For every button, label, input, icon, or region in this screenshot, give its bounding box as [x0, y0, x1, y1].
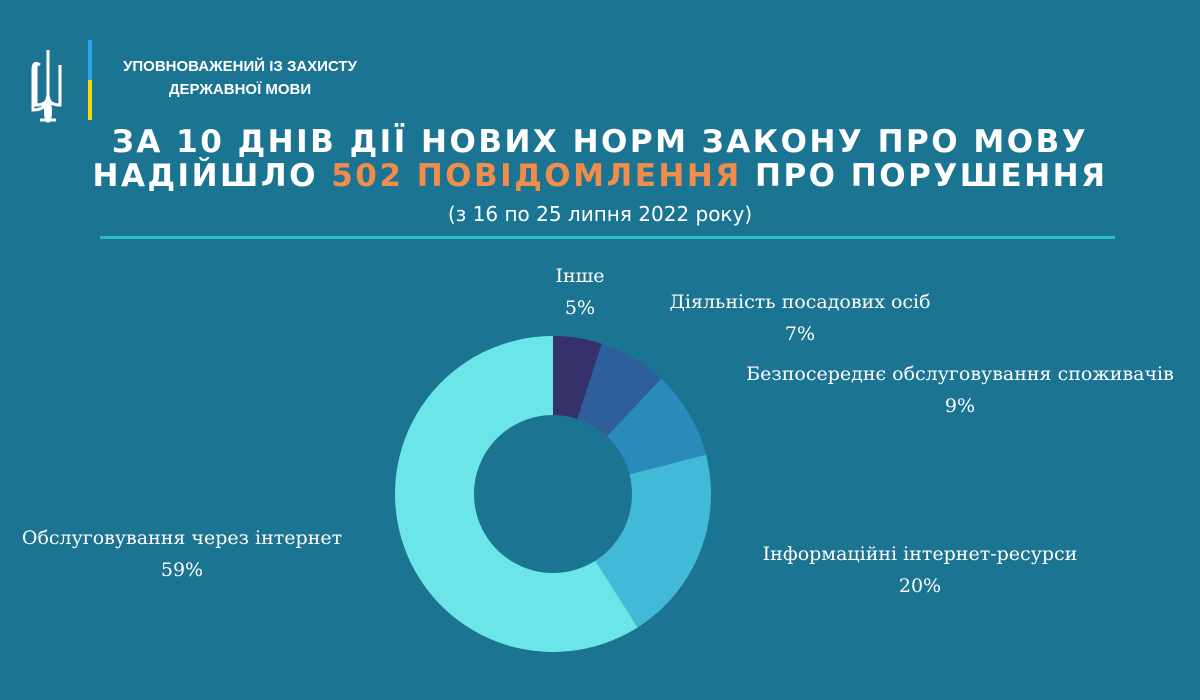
label-0: Інше 5% [540, 260, 620, 324]
label-3: Інформаційні інтернет-ресурси 20% [730, 538, 1110, 602]
subtitle: (з 16 по 25 липня 2022 року) [447, 202, 753, 226]
flag-blue [88, 40, 92, 80]
label-4: Обслуговування через інтернет 59% [0, 522, 364, 586]
label-1: Діяльність посадових осіб 7% [620, 286, 980, 350]
donut-slice-4 [395, 336, 638, 653]
label-3-value: 20% [898, 575, 942, 597]
donut-slice-2 [607, 378, 707, 475]
flag-yellow [88, 80, 92, 120]
label-3-name: Інформаційні інтернет-ресурси [762, 543, 1078, 565]
donut-slice-1 [577, 343, 662, 437]
trident-emblem-icon [31, 40, 92, 123]
org-line1: УПОВНОВАЖЕНИЙ ІЗ ЗАХИСТУ [123, 58, 357, 75]
org-name: УПОВНОВАЖЕНИЙ ІЗ ЗАХИСТУ ДЕРЖАВНОЇ МОВИ [105, 55, 375, 101]
label-0-value: 5% [564, 297, 596, 319]
label-0-name: Інше [555, 265, 605, 287]
title-line1: ЗА 10 ДНІВ ДІЇ НОВИХ НОРМ ЗАКОНУ ПРО МОВ… [111, 124, 1089, 160]
label-2-name: Безпосереднє обслуговування споживачів [746, 363, 1174, 385]
title-highlight: 502 ПОВІДОМЛЕННЯ [331, 158, 742, 194]
donut-slice-0 [553, 336, 602, 419]
title-line2: НАДІЙШЛО 502 ПОВІДОМЛЕННЯ ПРО ПОРУШЕННЯ [0, 158, 1200, 194]
divider [100, 236, 1115, 239]
title-pre: НАДІЙШЛО [92, 158, 332, 194]
label-1-value: 7% [784, 323, 816, 345]
label-2-value: 9% [944, 395, 976, 417]
org-line2: ДЕРЖАВНОЇ МОВИ [168, 81, 312, 98]
label-4-value: 59% [160, 559, 204, 581]
title-post: ПРО ПОРУШЕННЯ [741, 158, 1108, 194]
donut-slice-3 [595, 454, 711, 628]
label-1-name: Діяльність посадових осіб [669, 291, 931, 313]
label-4-name: Обслуговування через інтернет [21, 527, 343, 549]
label-2: Безпосереднє обслуговування споживачів 9% [720, 358, 1200, 422]
